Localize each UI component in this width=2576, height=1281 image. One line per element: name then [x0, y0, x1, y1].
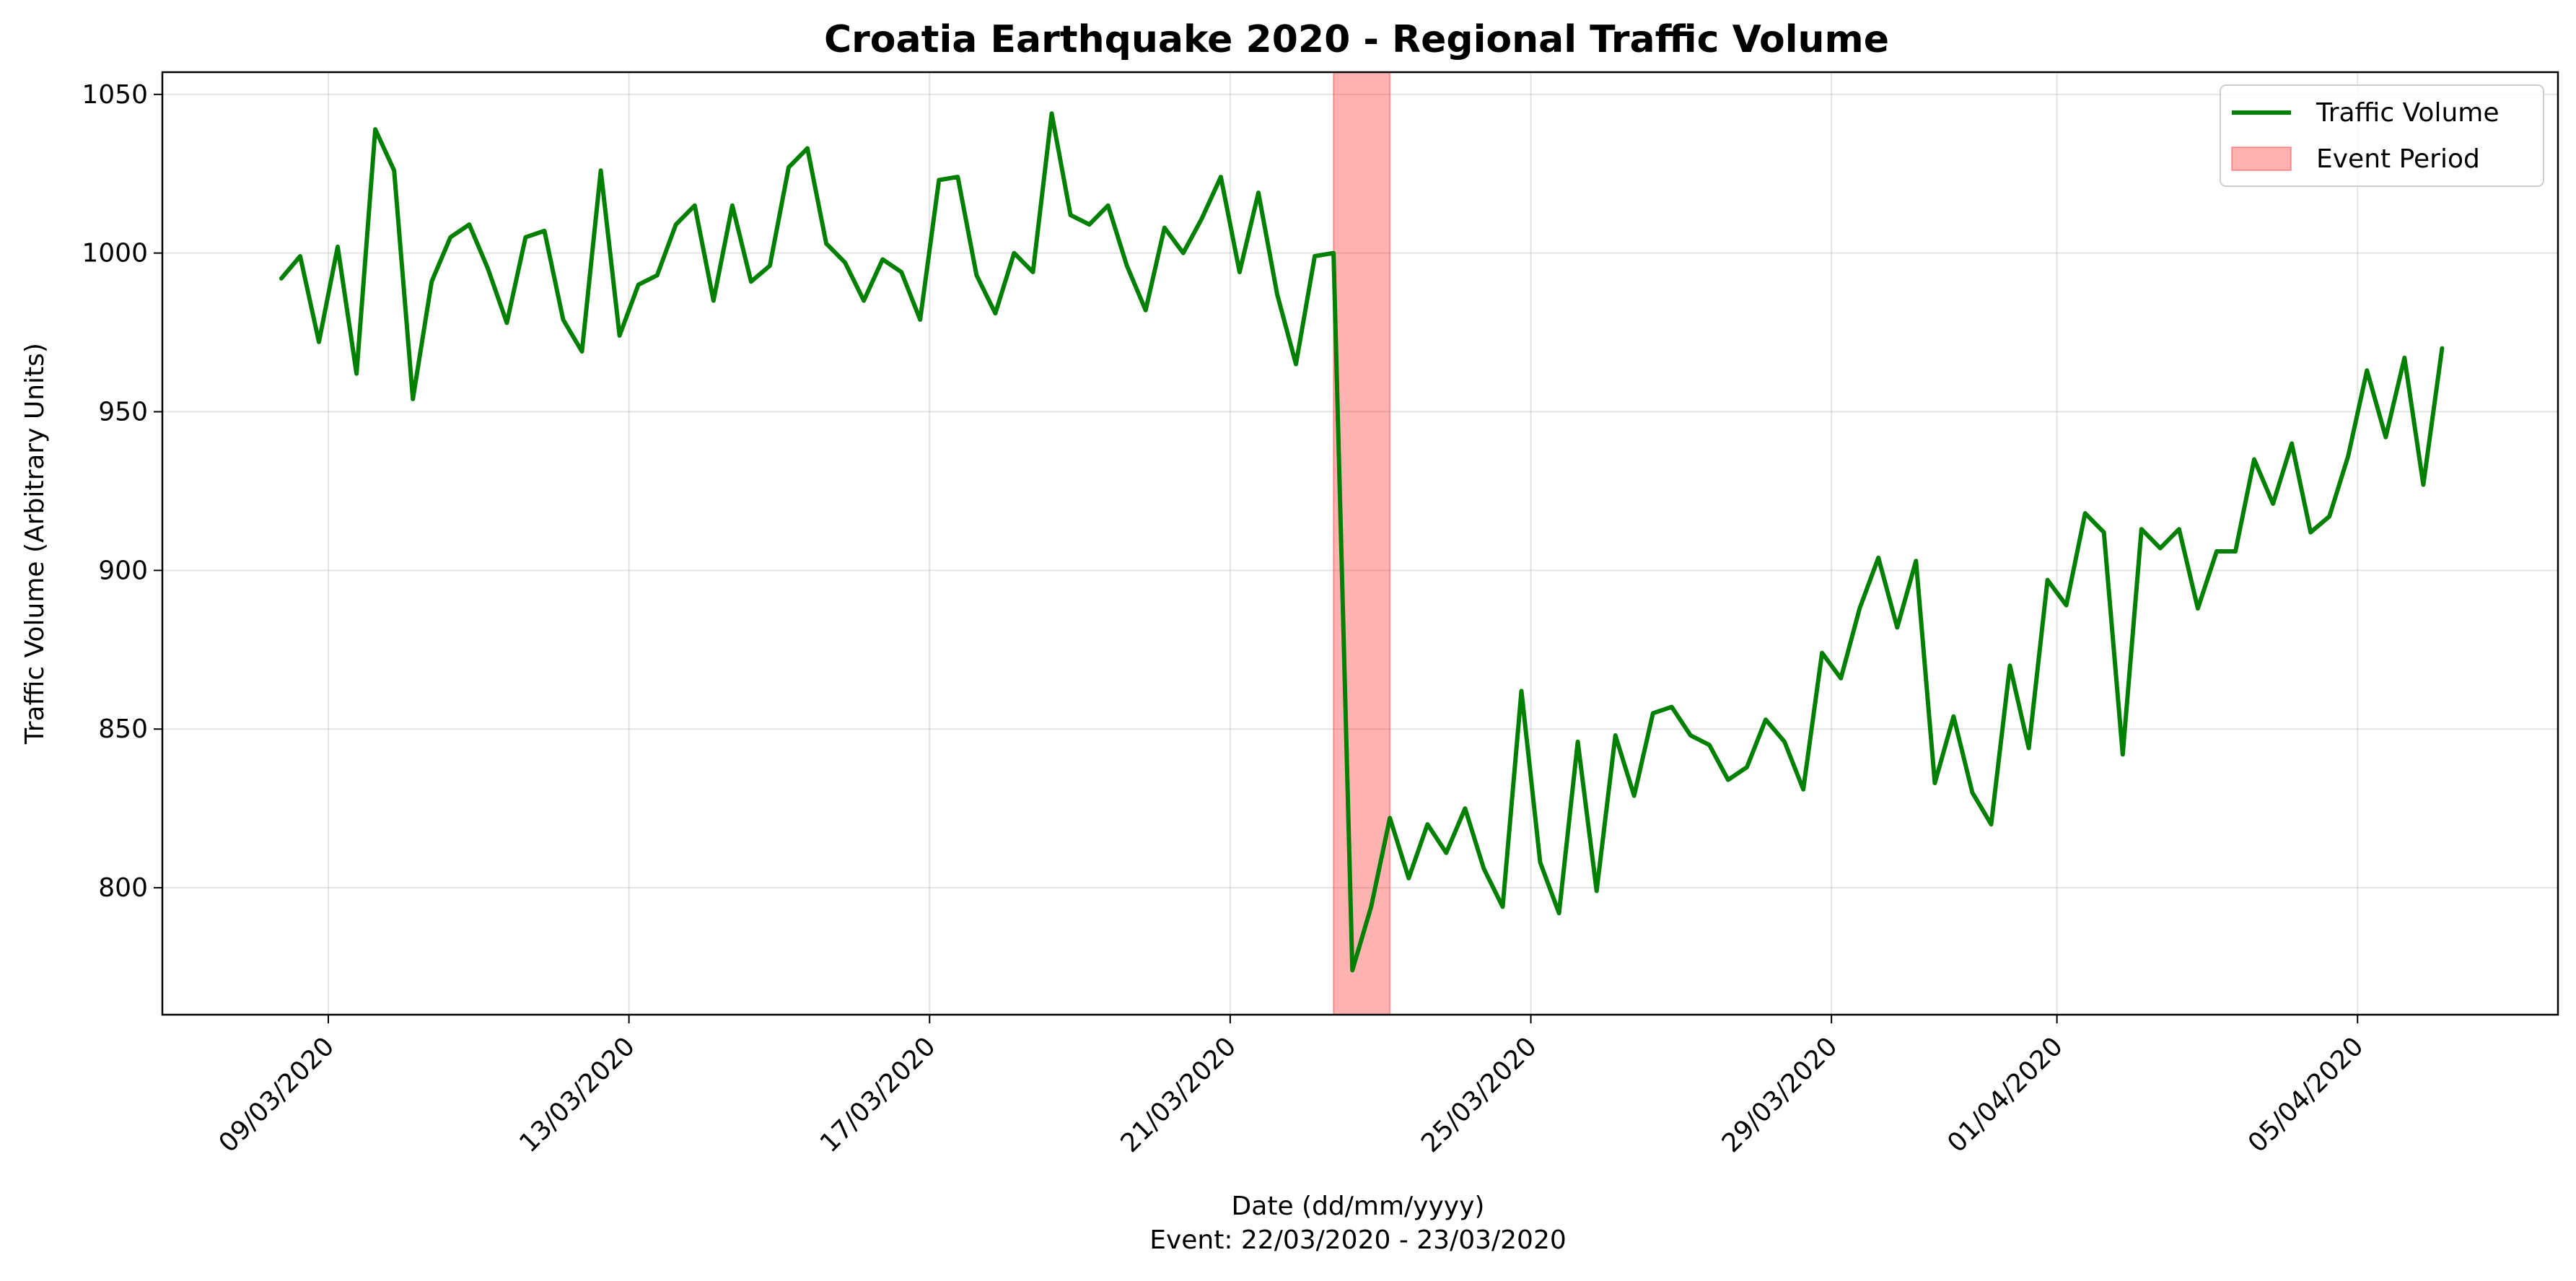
traffic-volume-line	[279, 111, 2445, 973]
y-tick-label: 800	[98, 873, 148, 903]
plot-frame	[161, 71, 2559, 1016]
y-axis-label: Traffic Volume (Arbitrary Units)	[20, 343, 50, 745]
legend-event-swatch	[2231, 147, 2292, 171]
series-layer	[279, 111, 2445, 973]
grid	[162, 72, 2558, 1015]
legend-label-traffic: Traffic Volume	[2316, 98, 2500, 128]
legend-label-event: Event Period	[2316, 144, 2480, 174]
x-axis-event-note: Event: 22/03/2020 - 23/03/2020	[1149, 1225, 1567, 1255]
x-axis-label: Date (dd/mm/yyyy)	[1232, 1192, 1485, 1221]
legend-box	[2220, 84, 2544, 187]
y-tick-label: 900	[98, 556, 148, 585]
y-tick-label: 1050	[82, 80, 148, 110]
y-tick-label: 850	[98, 714, 148, 744]
chart-title: Croatia Earthquake 2020 - Regional Traff…	[824, 18, 1889, 61]
y-tick-label: 1000	[82, 239, 148, 268]
legend: Traffic Volume Event Period	[2220, 84, 2544, 187]
y-tick-label: 950	[98, 398, 148, 427]
